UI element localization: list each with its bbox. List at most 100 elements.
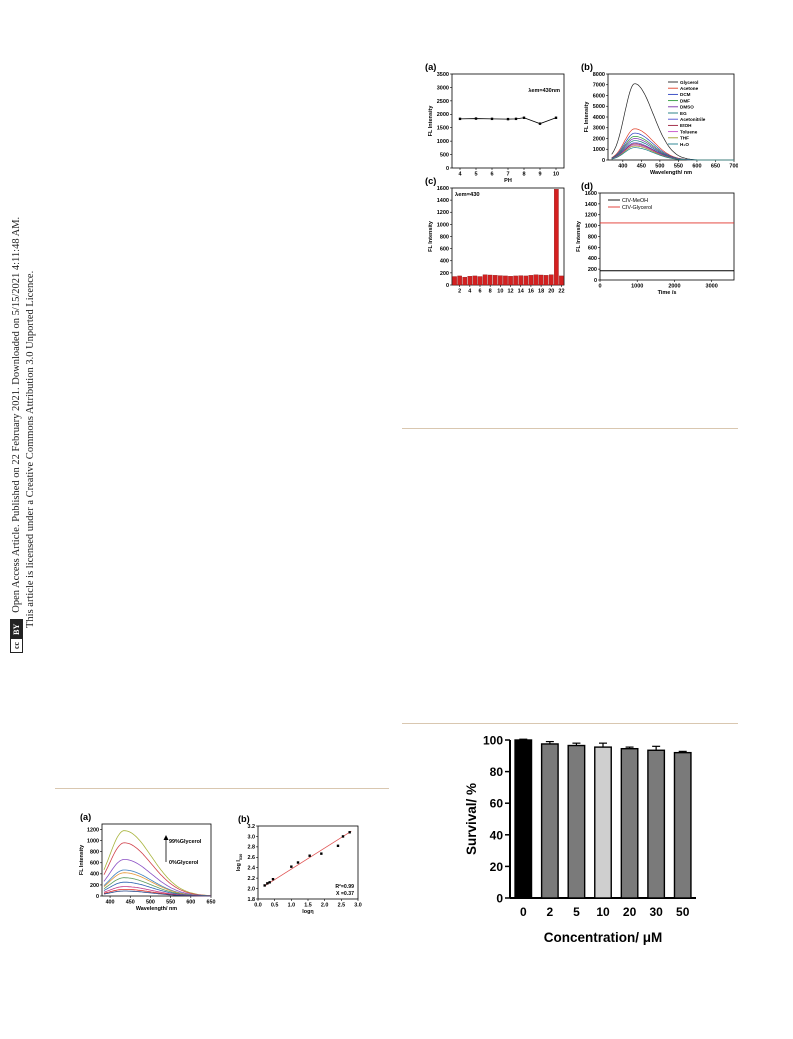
x-axis-label: Wavelength/ nm [650,170,692,176]
data-point [263,884,266,887]
y-tick-label: 1600 [437,186,449,192]
bar [594,746,612,899]
panel-label: (a) [425,62,436,72]
increase-arrow-head [163,835,169,840]
x-tick-label: 700 [729,164,738,170]
data-point [474,117,478,120]
r-squared-label: R²=0.99 [335,884,354,890]
figure-cell-survival: 0 20 40 60 80 100 0 2 5 10 20 30 50 Concentration/ μM… [464,734,696,945]
legend-label: CIV-MeOH [622,198,648,204]
x-tick-label: 3.0 [354,902,362,908]
y-tick-label: 3.2 [248,824,256,830]
plot-frame [599,192,735,281]
legend-label: DCM [680,92,691,97]
y-tick-label: 1400 [437,198,449,204]
x-tick-label: 0.5 [271,902,279,908]
x-tick-label: 450 [126,899,135,905]
x-tick-label: 18 [538,289,544,295]
divider-right-2 [402,723,738,724]
series-line [611,147,734,161]
y-tick-label: 600 [90,861,99,867]
y-tick-label: 800 [440,234,449,240]
bar [540,743,559,899]
x-tick-label: 9 [538,172,541,178]
y-tick-label: 600 [440,247,449,253]
cc-icon: cc [12,641,21,649]
bar [647,749,666,899]
y-tick-label: 1.8 [248,897,256,903]
legend-label: Acetonitrile [680,117,706,122]
plot-frame [101,823,212,897]
x-tick-label: 20 [623,905,637,919]
y-axis-label-subscript: 530 [239,854,243,860]
y-tick-label: 1500 [437,126,449,132]
x-tick-label: 1000 [631,284,643,290]
y-tick-label: 200 [90,883,99,889]
panel-label: (b) [238,814,250,824]
y-tick-label: 1000 [437,222,449,228]
x-tick-label: 650 [711,164,720,170]
bar [487,274,493,286]
x-tick-label: 10 [497,289,503,295]
legend-label: EtOH [680,123,692,128]
divider-left-1 [55,788,389,789]
data-point [348,831,351,834]
x-tick-label: 550 [674,164,683,170]
x-axis-label: Time /s [658,290,677,296]
y-tick-label: 1200 [87,827,99,833]
x-tick-label: 12 [507,289,513,295]
y-tick-label: 3500 [437,72,449,78]
bar [462,276,468,286]
x-tick-label: 20 [548,289,554,295]
x-tick-label: 7 [506,172,509,178]
x-tick-label: 14 [518,289,525,295]
bar [554,189,559,286]
x-tick-label: 450 [637,164,646,170]
bar [528,275,534,286]
x-tick-label: 1.0 [288,902,296,908]
panel-label: (a) [80,812,91,822]
x-tick-label: 500 [146,899,155,905]
bar [513,275,518,286]
by-icon: BY [11,619,22,639]
y-tick-label: 400 [440,259,449,265]
bar [518,275,524,286]
figure-glycerol-viscosity: 400 450 500 550 600 650 0 200 400 600 800 1000 1200 W… [79,812,362,915]
y-tick-label: 2.2 [248,876,256,882]
y-tick-label: 8000 [593,72,605,78]
x-tick-label: 5 [474,172,477,178]
x-tick-label: 500 [655,164,664,170]
licence-notice: This article is licensed under a Creativ… [25,271,36,628]
legend-label: Acetone [680,86,699,91]
x-tick-label: 2 [547,905,554,919]
y-axis-label: FL Intensity [428,105,434,137]
x-tick-label: 10 [596,905,610,919]
y-tick-label: 800 [90,850,99,856]
legend-label: Toluene [680,129,698,134]
y-tick-label: 2000 [437,112,449,118]
x-tick-label: 10 [553,172,559,178]
x-tick-label: 8 [522,172,525,178]
y-tick-label: 40 [490,828,504,842]
x-tick-label: 0 [598,284,601,290]
y-axis-label: Survival/ % [464,783,479,855]
chart-forster-hoffmann: 0.0 0.5 1.0 1.5 2.0 2.5 3.0 1.8 2.0 2.2 2.4 2.6 2.8 3… [236,814,362,915]
x-tick-label: 2 [458,289,461,295]
x-tick-label: 4 [468,289,472,295]
emission-annotation: λem=430nm [528,88,560,94]
chart-ion-selectivity: 2 4 6 8 10 12 14 16 18 20 22 0 200 400 600 800 1000 1200 1… [425,176,565,295]
y-axis-label: FL Intensity [79,845,85,875]
annotation-top: 99%Glycerol [169,839,202,845]
x-tick-label: 0.0 [254,902,262,908]
bar [514,739,533,899]
y-tick-label: 0 [594,278,597,284]
slope-label: X =0.37 [336,891,354,897]
divider-right-1 [402,428,738,429]
data-point [290,865,293,868]
bar [543,275,549,286]
notice-line-1: Open Access Article. Published on 22 Feb… [11,216,22,613]
y-tick-label: 0 [602,158,605,164]
x-tick-label: 1.5 [304,902,312,908]
x-axis-label: logη [302,909,313,915]
x-tick-label: 4 [458,172,462,178]
